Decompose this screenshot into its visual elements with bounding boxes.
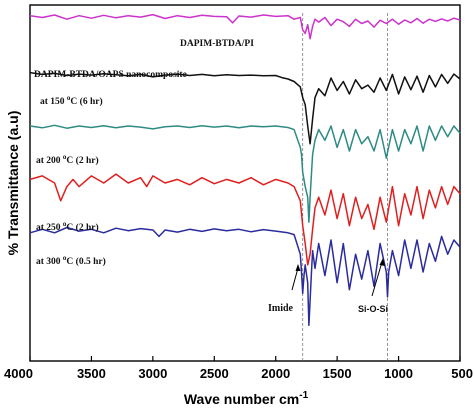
- series-layer: [29, 13, 461, 327]
- x-tick-label-0: 4000: [4, 366, 33, 381]
- series-line-3: [29, 173, 461, 266]
- y-axis-label: % Transmittance (a.u): [5, 111, 21, 256]
- label-imide: Imide: [268, 303, 294, 314]
- label-siosi: Si-O-Si: [358, 304, 388, 314]
- series-line-0: [29, 13, 461, 40]
- x-axis-label: Wave number cm-1: [184, 390, 309, 407]
- label-150: at 150 oC (6 hr): [40, 94, 103, 107]
- x-tick-label-3: 2500: [200, 366, 229, 381]
- label-300: at 300 oC (0.5 hr): [36, 254, 106, 267]
- x-tick-label-5: 1500: [323, 366, 352, 381]
- x-ticks: 4000 3500 3000 2500 2000 1500 1000 500: [4, 356, 473, 381]
- label-pi: DAPIM-BTDA/PI: [180, 39, 254, 49]
- label-200: at 200 oC (2 hr): [36, 153, 99, 166]
- siosi-arrow-head: [379, 258, 385, 266]
- x-tick-label-1: 3500: [77, 366, 106, 381]
- series-line-1: [29, 71, 461, 145]
- series-line-2: [29, 124, 461, 223]
- x-tick-label-2: 3000: [138, 366, 167, 381]
- reference-lines: [302, 13, 388, 361]
- series-line-4: [29, 226, 461, 327]
- x-tick-label-7: 500: [451, 366, 473, 381]
- imide-arrow: [291, 267, 299, 291]
- imide-arrow-head: [295, 264, 301, 271]
- label-nanocomposite: DAPIM-BTDA/OAPS nanocomposite: [34, 70, 187, 80]
- label-250: at 250 oC (2 hr): [36, 220, 99, 233]
- x-tick-label-4: 2000: [261, 366, 290, 381]
- plot-frame: [29, 4, 461, 362]
- x-tick-label-6: 1000: [384, 366, 413, 381]
- siosi-arrow: [371, 261, 383, 297]
